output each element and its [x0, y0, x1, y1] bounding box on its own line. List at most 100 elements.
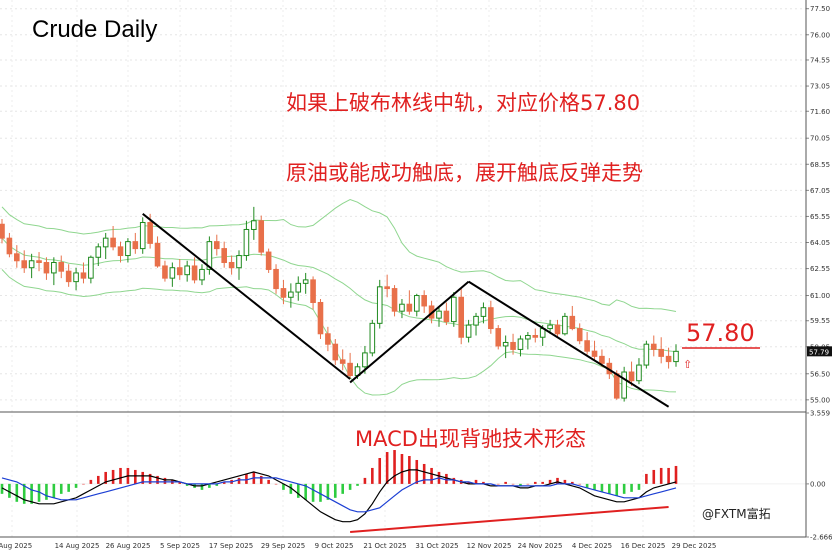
- candle-body: [554, 324, 561, 335]
- macd-histogram-bar: [119, 467, 122, 484]
- macd-histogram-bar: [22, 483, 26, 504]
- time-tick-label: 29 Sep 2025: [261, 542, 305, 550]
- candle-body: [191, 265, 198, 281]
- candle-body: [613, 373, 620, 399]
- candle-body: [80, 272, 87, 279]
- candle-body: [154, 242, 161, 267]
- time-tick-label: 16 Dec 2025: [621, 542, 666, 550]
- macd-histogram-bar: [452, 477, 456, 484]
- macd-histogram-bar: [334, 483, 337, 498]
- candle-body: [643, 343, 650, 366]
- chart-title: Crude Daily: [32, 16, 157, 43]
- bollinger-lower-band: [1, 269, 677, 396]
- annotation-line-2: 原油或能成功触底，展开触底反弹走势: [286, 161, 643, 185]
- candle-body: [636, 364, 642, 382]
- candle-body: [295, 282, 302, 293]
- macd-histogram-bar: [637, 483, 641, 490]
- up-arrow-icon: ⇧: [683, 358, 692, 371]
- candle-body: [139, 222, 146, 250]
- candle-body: [362, 352, 368, 368]
- candle-body: [339, 359, 346, 364]
- candle-body: [436, 310, 442, 319]
- macd-histogram-bar: [578, 483, 582, 485]
- candle-body: [184, 265, 190, 276]
- macd-histogram-bar: [45, 483, 48, 500]
- candle-body: [147, 222, 153, 244]
- bollinger-upper-band: [1, 198, 677, 312]
- macd-histogram-bar: [526, 483, 530, 485]
- macd-histogram-bar: [141, 471, 145, 484]
- candle-body: [176, 267, 183, 276]
- macd-histogram-bar: [208, 483, 211, 488]
- candle-body: [650, 343, 657, 350]
- price-tick-label: 68.55: [810, 161, 830, 169]
- macd-histogram-bar: [541, 481, 544, 484]
- candle-body: [21, 260, 28, 269]
- macd-histogram-bar: [111, 469, 115, 484]
- macd-histogram-bar: [363, 477, 367, 484]
- price-tick-label: 56.50: [810, 370, 830, 378]
- macd-histogram-bar: [148, 473, 152, 484]
- macd-histogram-bar: [52, 483, 56, 498]
- target-price-label: 57.80: [686, 319, 755, 347]
- time-tick-label: 4 Aug 2025: [0, 542, 32, 550]
- candle-body: [465, 324, 472, 338]
- macd-histogram-bar: [82, 483, 85, 485]
- time-tick-label: 21 Oct 2025: [363, 542, 406, 550]
- macd-histogram-bar: [571, 481, 574, 484]
- candle-body: [502, 341, 509, 347]
- time-tick-label: 14 Aug 2025: [55, 542, 100, 550]
- price-tick-label: 59.55: [810, 317, 830, 325]
- trendline: [142, 213, 351, 380]
- candle-body: [673, 350, 679, 363]
- candle-body: [273, 268, 279, 290]
- macd-histogram-bar: [533, 481, 537, 484]
- candle-body: [302, 279, 309, 284]
- bollinger-middle-band: [1, 237, 677, 353]
- price-tick-label: 71.60: [810, 108, 830, 116]
- candle-body: [0, 223, 5, 239]
- macd-histogram-bar: [556, 477, 559, 484]
- macd-histogram-bar: [630, 483, 633, 492]
- macd-histogram-bar: [89, 479, 93, 484]
- candle-body: [132, 241, 139, 250]
- price-tick-label: 62.55: [810, 265, 830, 273]
- candle-body: [51, 261, 57, 274]
- time-tick-label: 24 Nov 2025: [518, 542, 563, 550]
- candle-body: [265, 251, 272, 270]
- macd-histogram-bar: [259, 475, 263, 484]
- macd-histogram-bar: [326, 483, 330, 500]
- candle-body: [510, 341, 516, 350]
- trendline: [468, 280, 670, 408]
- candle-body: [569, 315, 576, 330]
- candle-body: [443, 310, 450, 323]
- macd-histogram-bar: [482, 481, 485, 484]
- macd-histogram-bar: [37, 483, 41, 502]
- candle-body: [480, 307, 487, 317]
- macd-histogram-bar: [600, 483, 604, 492]
- macd-histogram-bar: [319, 483, 322, 502]
- price-tick-label: 61.00: [810, 292, 830, 300]
- macd-histogram-bar: [645, 473, 648, 484]
- candle-body: [65, 270, 72, 283]
- candle-body: [347, 362, 353, 376]
- macd-histogram-bar: [378, 457, 382, 484]
- candle-body: [458, 296, 465, 338]
- macd-histogram-bar: [622, 483, 626, 494]
- candle-body: [369, 322, 376, 354]
- candle-body: [599, 355, 605, 364]
- candle-body: [621, 371, 627, 399]
- signal-line: [1, 477, 677, 513]
- candle-body: [517, 338, 524, 350]
- macd-histogram-bar: [296, 483, 300, 498]
- trendline: [349, 280, 470, 384]
- candle-body: [95, 246, 102, 258]
- macd-histogram-bar: [674, 465, 678, 484]
- candle-body: [473, 315, 479, 326]
- candle-body: [280, 288, 287, 298]
- candle-body: [169, 267, 176, 279]
- macd-histogram-bar: [393, 450, 396, 484]
- price-tick-label: 64.05: [810, 239, 830, 247]
- candle-body: [117, 246, 124, 257]
